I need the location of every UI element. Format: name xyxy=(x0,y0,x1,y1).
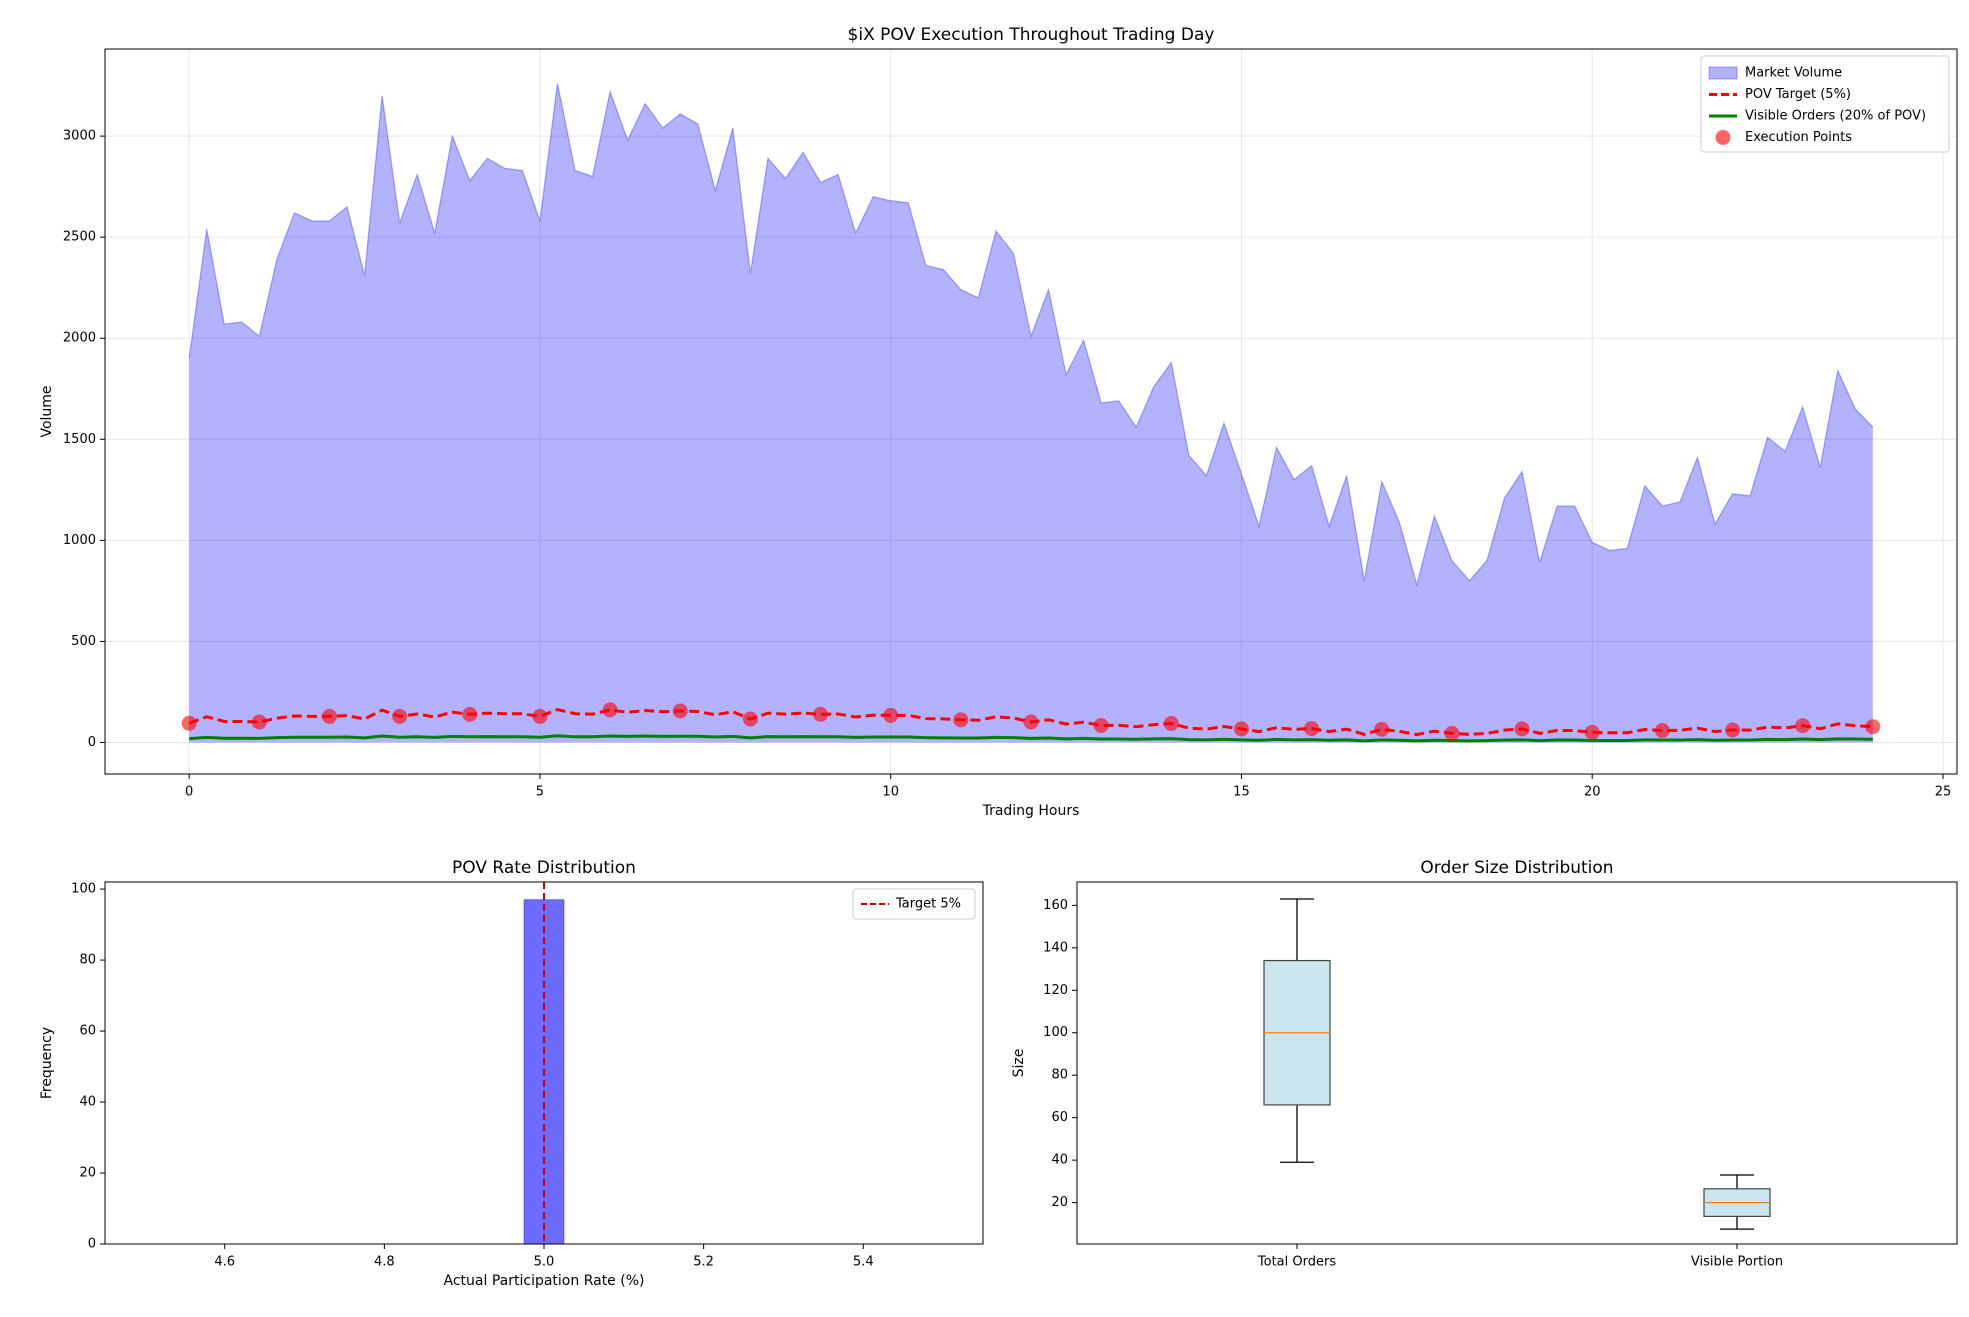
x-tick-label: 5.0 xyxy=(534,1255,555,1270)
execution-point xyxy=(1795,718,1811,734)
legend-frame xyxy=(852,888,976,920)
x-tick-label: 20 xyxy=(1584,785,1601,800)
execution-point xyxy=(602,702,618,718)
legend-label: Market Volume xyxy=(1745,66,1842,81)
legend-frame xyxy=(1700,55,1950,153)
y-axis-label: Volume xyxy=(39,385,55,437)
x-tick-label: 0 xyxy=(185,785,193,800)
y-tick-label: 20 xyxy=(1051,1195,1068,1210)
legend-label: POV Target (5%) xyxy=(1745,87,1851,102)
execution-point xyxy=(1725,722,1741,738)
execution-point xyxy=(883,707,899,723)
y-tick-label: 80 xyxy=(1051,1068,1068,1083)
y-tick-label: 2500 xyxy=(63,230,96,245)
execution-point xyxy=(251,714,267,730)
y-tick-label: 0 xyxy=(88,735,96,750)
execution-point xyxy=(321,708,337,724)
execution-point xyxy=(1584,724,1600,740)
axes-frame xyxy=(1076,881,1958,1245)
x-tick-label: 4.8 xyxy=(374,1255,395,1270)
x-tick-label: Total Orders xyxy=(1257,1255,1336,1270)
y-tick-label: 0 xyxy=(88,1237,96,1252)
x-tick-label: 5.2 xyxy=(693,1255,714,1270)
execution-point xyxy=(392,708,408,724)
execution-point xyxy=(1865,719,1881,735)
y-tick-label: 160 xyxy=(1043,898,1068,913)
execution-point xyxy=(1023,714,1039,730)
y-tick-label: 40 xyxy=(1051,1153,1068,1168)
axes-frame xyxy=(104,48,1958,775)
legend-swatch xyxy=(1708,66,1738,80)
legend-swatch xyxy=(1715,130,1731,145)
chart-title: Order Size Distribution xyxy=(1420,858,1613,878)
x-axis-label: Trading Hours xyxy=(982,803,1080,819)
x-tick-label: 4.6 xyxy=(214,1255,235,1270)
execution-point xyxy=(1654,723,1670,739)
execution-point xyxy=(181,715,197,731)
y-tick-label: 500 xyxy=(71,634,96,649)
y-tick-label: 40 xyxy=(79,1095,96,1110)
y-tick-label: 140 xyxy=(1043,940,1068,955)
y-tick-label: 120 xyxy=(1043,983,1068,998)
y-tick-label: 60 xyxy=(79,1024,96,1039)
execution-point xyxy=(1444,725,1460,741)
y-axis-label: Frequency xyxy=(39,1027,55,1099)
x-tick-label: 10 xyxy=(882,785,899,800)
execution-point xyxy=(672,703,688,719)
y-tick-label: 3000 xyxy=(63,129,96,144)
execution-point xyxy=(1304,721,1320,737)
execution-point xyxy=(1163,715,1179,731)
legend-label: Visible Orders (20% of POV) xyxy=(1745,109,1926,124)
area-fill xyxy=(189,83,1873,743)
y-tick-label: 1500 xyxy=(63,432,96,447)
y-axis-label: Size xyxy=(1011,1049,1027,1078)
execution-point xyxy=(462,706,478,722)
axes-frame xyxy=(104,881,984,1245)
execution-point xyxy=(813,706,829,722)
legend-label: Execution Points xyxy=(1745,130,1852,145)
execution-point xyxy=(1514,721,1530,737)
x-axis-label: Actual Participation Rate (%) xyxy=(444,1273,645,1289)
x-tick-label: 25 xyxy=(1935,785,1952,800)
y-tick-label: 100 xyxy=(1043,1025,1068,1040)
y-tick-label: 2000 xyxy=(63,331,96,346)
y-tick-label: 1000 xyxy=(63,533,96,548)
execution-point xyxy=(1093,717,1109,733)
area-edge xyxy=(188,83,1874,588)
execution-point xyxy=(742,711,758,727)
chart-title: POV Rate Distribution xyxy=(452,858,636,878)
y-tick-label: 20 xyxy=(79,1166,96,1181)
x-tick-label: 5.4 xyxy=(853,1255,874,1270)
x-tick-label: 15 xyxy=(1233,785,1250,800)
y-tick-label: 60 xyxy=(1051,1110,1068,1125)
series-line xyxy=(189,734,1873,743)
chart-title: $iX POV Execution Throughout Trading Day xyxy=(848,25,1215,45)
x-tick-label: Visible Portion xyxy=(1691,1255,1783,1270)
execution-point xyxy=(532,708,548,724)
execution-point xyxy=(1233,721,1249,737)
x-tick-label: 5 xyxy=(536,785,544,800)
y-tick-label: 100 xyxy=(71,882,96,897)
execution-point xyxy=(1374,721,1390,737)
legend-label: Target 5% xyxy=(895,897,961,912)
execution-point xyxy=(953,712,969,728)
y-tick-label: 80 xyxy=(79,953,96,968)
